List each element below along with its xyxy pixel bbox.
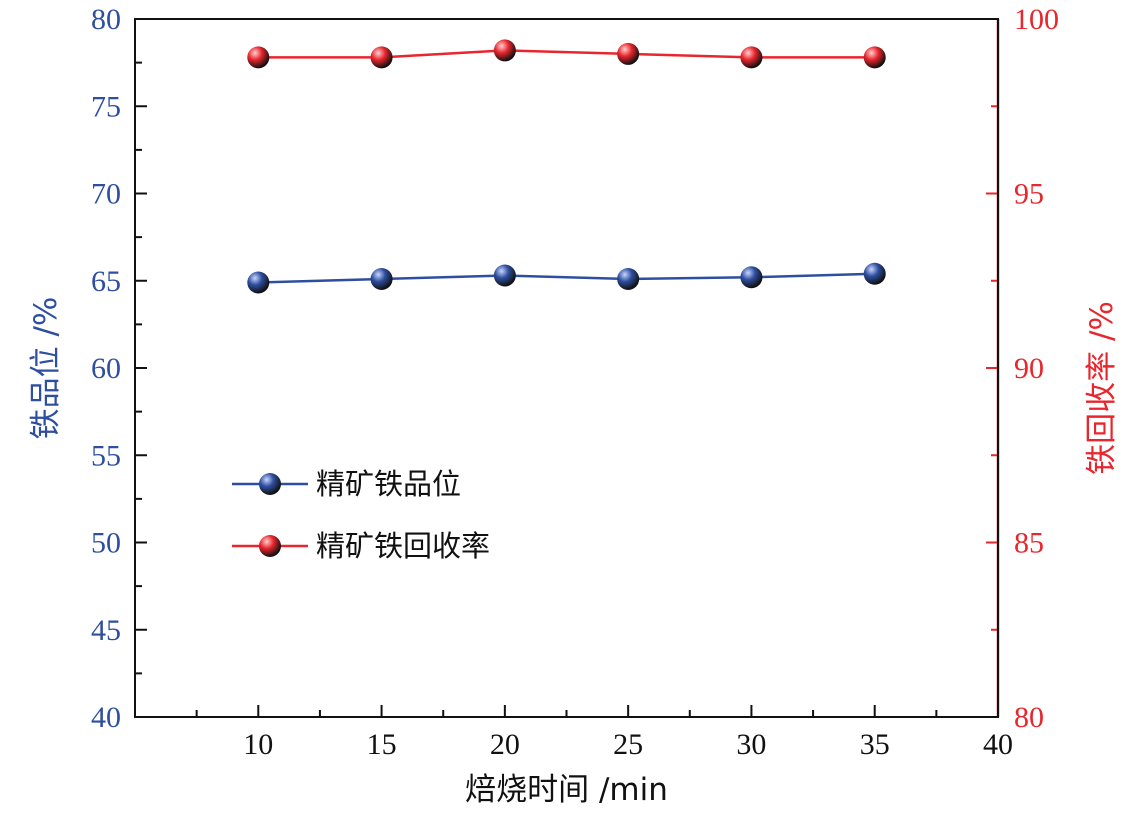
data-point xyxy=(863,46,886,69)
x-tick-label: 25 xyxy=(613,728,643,761)
y-left-tick-label: 45 xyxy=(91,614,121,647)
series-line xyxy=(258,272,875,284)
data-point xyxy=(370,46,393,69)
data-point xyxy=(617,42,640,65)
labels-layer: 焙烧时间 /min 铁品位 /% 铁回收率 /% xyxy=(28,297,1120,808)
x-tick-label: 20 xyxy=(490,728,520,761)
data-point xyxy=(740,46,763,69)
x-tick-label: 40 xyxy=(983,728,1013,761)
legend-marker xyxy=(259,473,281,495)
y-right-tick-label: 95 xyxy=(1014,178,1044,211)
data-point xyxy=(617,268,640,291)
y-right-tick-label: 85 xyxy=(1014,527,1044,560)
series-line xyxy=(258,49,875,59)
y-left-axis-title: 铁品位 /% xyxy=(28,297,64,440)
y-right-tick-label: 90 xyxy=(1014,352,1044,385)
data-point xyxy=(493,264,516,287)
y-right-tick-label: 80 xyxy=(1014,701,1044,734)
data-point xyxy=(370,268,393,291)
y-left-tick-label: 60 xyxy=(91,352,121,385)
legend-label: 精矿铁品位 xyxy=(316,467,461,501)
x-tick-label: 35 xyxy=(860,728,890,761)
y-right-axis-title: 铁回收率 /% xyxy=(1084,301,1120,475)
plot-frame xyxy=(134,18,999,718)
data-point xyxy=(247,46,270,69)
tick-layer: 10 15 20 25 30 35 40 40 45 50 55 60 65 70 75 80 80 85 90 95… xyxy=(91,3,1059,761)
x-tick-label: 30 xyxy=(736,728,766,761)
y-left-tick-label: 55 xyxy=(91,439,121,472)
data-point xyxy=(493,39,516,62)
y-left-tick-label: 40 xyxy=(91,701,121,734)
y-left-tick-label: 65 xyxy=(91,265,121,298)
legend-label: 精矿铁回收率 xyxy=(316,529,490,563)
y-left-tick-label: 75 xyxy=(91,90,121,123)
x-tick-label: 15 xyxy=(367,728,397,761)
y-right-tick-label: 100 xyxy=(1014,3,1059,36)
x-axis-title: 焙烧时间 /min xyxy=(465,772,668,808)
legend-marker xyxy=(259,535,281,557)
y-left-tick-label: 50 xyxy=(91,527,121,560)
data-point xyxy=(740,266,763,289)
data-point xyxy=(247,271,270,294)
data-point xyxy=(863,262,886,285)
y-left-tick-label: 70 xyxy=(91,178,121,211)
series-layer xyxy=(247,39,886,294)
x-tick-label: 10 xyxy=(243,728,273,761)
y-left-tick-label: 80 xyxy=(91,3,121,36)
